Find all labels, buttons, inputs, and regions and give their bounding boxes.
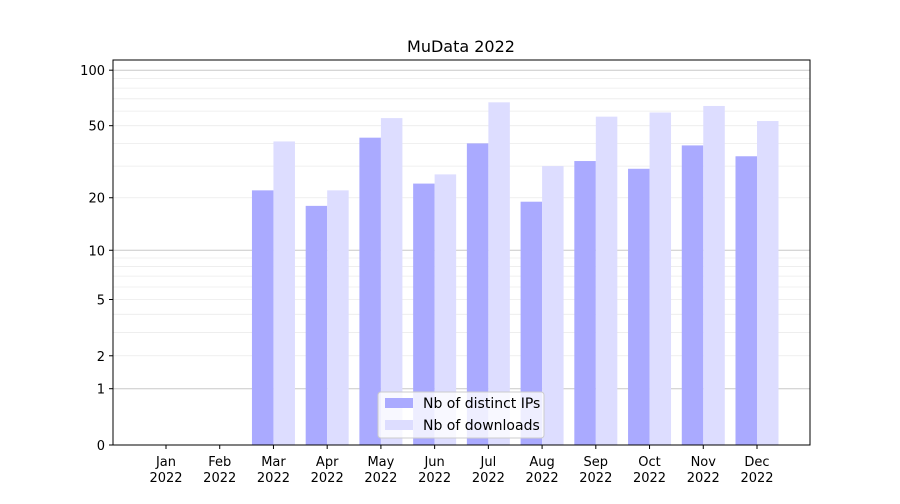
y-tick-label: 2 — [97, 350, 105, 365]
x-tick-label: Sep 2022 — [579, 455, 612, 486]
bar-downloads-jul — [488, 102, 510, 445]
x-tick-label-line: 2022 — [579, 471, 612, 486]
x-tick-label-line: Mar — [261, 455, 286, 470]
y-tick-label: 1 — [97, 383, 105, 398]
bar-distinct-ips-apr — [305, 205, 328, 445]
bar-downloads-sep — [595, 116, 618, 446]
x-tick-label-line: 2022 — [149, 471, 182, 486]
bar-distinct-ips-jun — [413, 183, 435, 446]
bar-downloads-mar — [273, 141, 295, 445]
legend-label-distinct-ips: Nb of distinct IPs — [423, 396, 540, 412]
x-tick-label-line: 2022 — [418, 471, 451, 486]
y-tick-label: 5 — [97, 293, 105, 308]
y-tick-label: 20 — [88, 192, 105, 207]
y-tick-label: 50 — [88, 120, 105, 135]
bar-distinct-ips-sep — [574, 161, 596, 445]
bar-distinct-ips-oct — [628, 168, 650, 445]
bar-downloads-aug — [542, 166, 564, 445]
x-tick-label-line: Jul — [480, 455, 497, 470]
bar-distinct-ips-nov — [681, 145, 704, 445]
x-tick-label: Feb 2022 — [203, 455, 236, 486]
x-tick-label: Jul 2022 — [472, 455, 505, 486]
x-tick-label: Mar 2022 — [257, 455, 290, 486]
legend-swatch-downloads — [385, 420, 413, 430]
legend-swatch-distinct-ips — [385, 398, 413, 408]
bar-distinct-ips-jul — [466, 143, 489, 445]
x-tick-label-line: Nov — [691, 455, 717, 470]
x-tick-label-line: 2022 — [687, 471, 720, 486]
x-tick-label-line: Dec — [744, 455, 769, 470]
x-tick-label-line: 2022 — [203, 471, 236, 486]
y-axis: 0 1 2 5 10 20 50 100 — [80, 64, 113, 454]
bar-downloads-may — [380, 118, 403, 445]
x-tick-label-line: 2022 — [740, 471, 773, 486]
bar-distinct-ips-may — [359, 137, 381, 445]
bar-downloads-oct — [649, 112, 672, 445]
x-tick-label-line: Jun — [423, 455, 444, 470]
grid — [113, 69, 810, 390]
y-tick-label: 10 — [88, 244, 105, 259]
legend: Nb of distinct IPs Nb of downloads — [377, 391, 545, 439]
bars — [251, 102, 779, 446]
x-tick-label-line: Oct — [638, 455, 660, 470]
x-tick-label-line: Jan — [155, 455, 176, 470]
x-tick-label-line: May — [367, 455, 394, 470]
x-tick-label-line: Aug — [529, 455, 554, 470]
x-tick-label: Jan 2022 — [149, 455, 182, 486]
bar-distinct-ips-mar — [251, 190, 274, 445]
y-tick-label: 100 — [80, 64, 105, 79]
bar-downloads-jun — [434, 174, 457, 445]
bar-downloads-nov — [703, 105, 725, 445]
y-tick-label: 0 — [97, 439, 105, 454]
legend-label-downloads: Nb of downloads — [423, 418, 540, 434]
x-tick-label-line: Feb — [208, 455, 231, 470]
plot-frame — [112, 59, 811, 446]
x-tick-label: Jun 2022 — [418, 455, 451, 486]
x-tick-label-line: 2022 — [526, 471, 559, 486]
bar-distinct-ips-aug — [520, 201, 543, 445]
x-tick-label-line: Sep — [584, 455, 609, 470]
x-tick-label-line: 2022 — [633, 471, 666, 486]
x-tick-label-line: 2022 — [364, 471, 397, 486]
x-tick-label: May 2022 — [364, 455, 397, 486]
x-tick-label: Dec 2022 — [740, 455, 773, 486]
x-tick-label-line: 2022 — [257, 471, 290, 486]
bar-downloads-dec — [757, 121, 779, 446]
x-tick-label-line: 2022 — [472, 471, 505, 486]
x-tick-label-line: Apr — [316, 455, 339, 470]
x-tick-label: Aug 2022 — [526, 455, 559, 486]
x-tick-label-line: 2022 — [311, 471, 344, 486]
x-tick-label: Nov 2022 — [687, 455, 720, 486]
x-tick-label: Apr 2022 — [311, 455, 344, 486]
legend-frame — [377, 391, 545, 439]
bar-downloads-apr — [327, 190, 349, 445]
x-tick-label: Oct 2022 — [633, 455, 666, 486]
chart-title: MuData 2022 — [407, 37, 515, 56]
bar-distinct-ips-dec — [735, 156, 757, 445]
